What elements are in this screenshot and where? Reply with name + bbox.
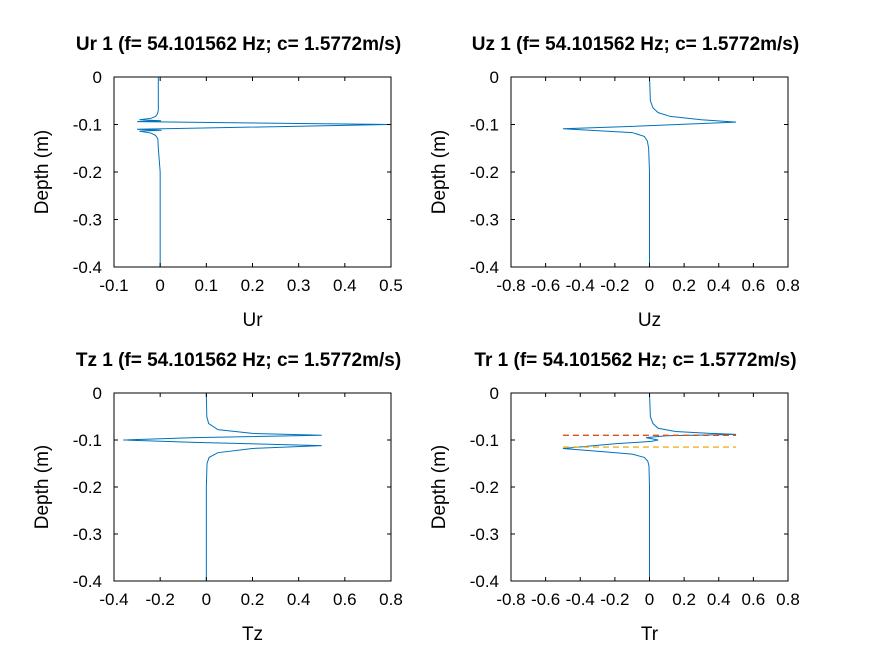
y-axis-label-ur: Depth (m) <box>32 130 53 214</box>
x-tick-label: 0.2 <box>241 590 265 609</box>
x-axis-label-uz: Uz <box>638 310 661 331</box>
subplot-uz: -0.8 -0.6 -0.4 -0.2 0 0.2 0.4 0.6 0.8 0 -0.1 -0.2 -0… <box>429 34 800 331</box>
y-tick-label: -0.4 <box>73 572 102 591</box>
series-line-tr-0 <box>562 393 737 581</box>
x-tick-label: -0.8 <box>496 276 525 295</box>
y-tick-label: -0.4 <box>470 572 499 591</box>
y-tick-label: -0.1 <box>73 116 102 135</box>
y-tick-label: -0.3 <box>470 525 499 544</box>
y-tick-label: -0.1 <box>73 431 102 450</box>
y-tick-label: -0.2 <box>73 163 102 182</box>
x-tick-label: -0.6 <box>531 276 560 295</box>
x-tick-label: 0.5 <box>379 276 403 295</box>
y-tick-label: -0.3 <box>470 211 499 230</box>
x-tick-label: 0.1 <box>195 276 219 295</box>
x-tick-label: -0.2 <box>146 590 175 609</box>
x-tick-label: 0.2 <box>241 276 265 295</box>
y-tick-label: -0.1 <box>470 116 499 135</box>
x-tick-label: 0.3 <box>287 276 311 295</box>
subplot-title-tz: Tz 1 (f= 54.101562 Hz; c= 1.5772m/s) <box>76 350 401 371</box>
subplot-tr: -0.8 -0.6 -0.4 -0.2 0 0.2 0.4 0.6 0.8 0 -0.1 -0.2 -0… <box>429 350 800 645</box>
y-tick-label: -0.4 <box>470 258 499 277</box>
y-tick-label: -0.4 <box>73 258 102 277</box>
x-tick-label: 0 <box>202 590 211 609</box>
x-tick-label: 0.6 <box>742 276 766 295</box>
x-tick-label: 0.4 <box>333 276 357 295</box>
subplot-title-uz: Uz 1 (f= 54.101562 Hz; c= 1.5772m/s) <box>472 34 799 55</box>
x-tick-label: 0 <box>645 590 654 609</box>
y-tick-label: 0 <box>93 68 102 87</box>
x-tick-label: 0 <box>645 276 654 295</box>
x-axis-label-ur: Ur <box>242 310 263 331</box>
x-axis-label-tr: Tr <box>641 624 659 645</box>
y-tick-label: 0 <box>490 384 499 403</box>
x-tick-label: -0.1 <box>99 276 128 295</box>
y-tick-label: 0 <box>93 384 102 403</box>
x-tick-label: 0.8 <box>776 276 800 295</box>
x-tick-label: -0.4 <box>566 276 595 295</box>
x-tick-label: 0.2 <box>672 590 696 609</box>
subplots: -0.1 0 0.1 0.2 0.3 0.4 0.5 0 -0.1 -0.2 -0.3 -0.4 Ur … <box>32 34 800 645</box>
subplot-title-tr: Tr 1 (f= 54.101562 Hz; c= 1.5772m/s) <box>474 350 796 371</box>
x-tick-label: 0.2 <box>672 276 696 295</box>
x-tick-label: -0.4 <box>566 590 595 609</box>
x-tick-label: -0.6 <box>531 590 560 609</box>
x-tick-label: 0.4 <box>287 590 311 609</box>
y-tick-label: -0.2 <box>470 478 499 497</box>
x-tick-label: 0.4 <box>707 276 731 295</box>
x-tick-label: 0.6 <box>742 590 766 609</box>
series-line-uz-0 <box>562 77 737 267</box>
y-axis-label-tr: Depth (m) <box>429 445 450 529</box>
x-tick-label: -0.4 <box>99 590 128 609</box>
x-tick-label: 0.8 <box>776 590 800 609</box>
x-tick-label: -0.2 <box>600 276 629 295</box>
subplot-ur: -0.1 0 0.1 0.2 0.3 0.4 0.5 0 -0.1 -0.2 -0.3 -0.4 Ur … <box>32 34 403 331</box>
x-tick-label: 0.4 <box>707 590 731 609</box>
y-tick-label: -0.1 <box>470 431 499 450</box>
y-axis-label-uz: Depth (m) <box>429 130 450 214</box>
y-tick-label: -0.3 <box>73 211 102 230</box>
subplot-tz: -0.4 -0.2 0 0.2 0.4 0.6 0.8 0 -0.1 -0.2 -0.3 -0.4 Tz… <box>32 350 403 645</box>
y-tick-label: 0 <box>490 68 499 87</box>
subplot-title-ur: Ur 1 (f= 54.101562 Hz; c= 1.5772m/s) <box>76 34 401 55</box>
axes-box-tz <box>113 392 392 582</box>
x-tick-label: -0.2 <box>600 590 629 609</box>
x-tick-label: 0.8 <box>379 590 403 609</box>
x-axis-label-tz: Tz <box>242 624 263 645</box>
axes-box-ur <box>113 76 392 268</box>
y-tick-label: -0.2 <box>73 478 102 497</box>
y-tick-label: -0.2 <box>470 163 499 182</box>
x-tick-label: 0 <box>155 276 164 295</box>
x-tick-label: 0.6 <box>333 590 357 609</box>
series-line-ur-0 <box>137 77 391 267</box>
series-line-tz-0 <box>123 393 322 581</box>
y-axis-label-tz: Depth (m) <box>32 445 53 529</box>
x-tick-label: -0.8 <box>496 590 525 609</box>
y-tick-label: -0.3 <box>73 525 102 544</box>
